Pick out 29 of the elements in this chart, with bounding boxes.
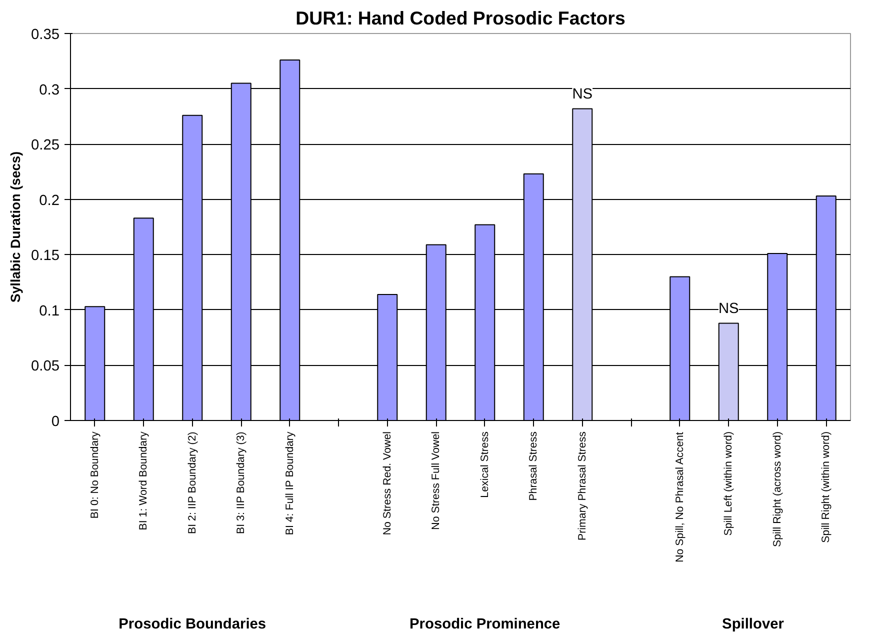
x-tick-label: Lexical Stress [478, 431, 491, 498]
y-tick-label: 0 [51, 414, 60, 430]
annotation: NS [572, 86, 593, 103]
x-tick-label: Spill Left (within word) [722, 431, 735, 536]
x-tick-label: Primary Phrasal Stress [576, 431, 588, 540]
y-tick-label: 0.25 [30, 138, 60, 154]
x-tick-label: BI 2: IIP Boundary (2) [186, 432, 198, 534]
y-axis-title: Syllabic Duration (secs) [8, 151, 23, 303]
y-tick-label: 0.2 [39, 192, 60, 209]
x-tick-label: BI 3: IIP Boundary (3) [235, 432, 248, 534]
y-tick-label: 0.35 [30, 27, 60, 43]
x-tick-label: No Spill, No Phrasal Accent [674, 432, 686, 562]
y-tick-label: 0.1 [39, 303, 60, 320]
x-tick-label: BI 4: Full IP Boundary [284, 431, 296, 536]
y-tick-label: 0.15 [30, 248, 60, 264]
x-tick-label: No Stress Full Vowel [430, 431, 442, 530]
x-tick-label: No Stress Red. Vowel [381, 431, 394, 536]
annotation: NS [718, 301, 740, 318]
y-tick-label: 0.3 [39, 82, 60, 98]
y-tick-label: 0.05 [30, 358, 60, 375]
x-tick-label: Spill Right (within word) [820, 431, 832, 543]
chart-title: DUR1: Hand Coded Prosodic Factors [296, 8, 626, 28]
x-tick-label: Spill Right (across word) [771, 431, 784, 547]
x-tick-label: Phrasal Stress [528, 431, 540, 501]
text: Prosodic Boundaries [118, 616, 266, 632]
x-tick-label: BI 0: No Boundary [88, 430, 101, 519]
x-tick-label: BI 1: Word Boundary [138, 430, 150, 530]
text: Prosodic Prominence [410, 616, 560, 632]
text: Spillover [722, 616, 784, 632]
